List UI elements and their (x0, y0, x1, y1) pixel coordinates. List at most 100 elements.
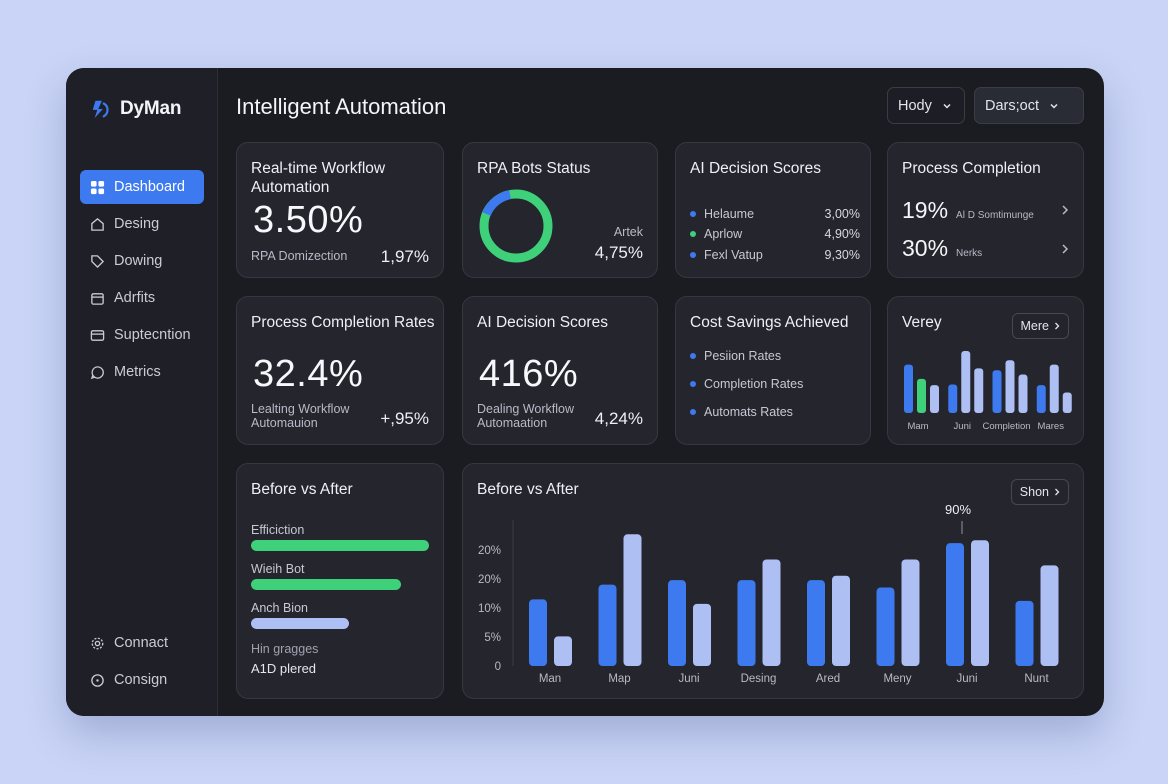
legend-dot (690, 211, 696, 217)
rpa-bots-card[interactable]: RPA Bots Status Artek 4,75% (462, 142, 658, 278)
hody-dropdown[interactable]: Hody (887, 87, 965, 124)
app-window: DyMan Dashboard Desing Dowing Adrfits Su… (66, 68, 1104, 716)
bar (974, 368, 984, 413)
logo-icon (92, 100, 109, 119)
process-rates-card[interactable]: Process Completion Rates 32.4% Lealting … (236, 296, 444, 445)
y-tick-label: 10% (478, 603, 501, 615)
chevron-right-icon (1055, 322, 1060, 330)
date-select-dropdown[interactable]: Dars;oct (974, 87, 1084, 124)
verey-card[interactable]: Verey Mere Mam Juni Completion Mares (887, 296, 1084, 445)
sidebar-item-metrics[interactable]: Metrics (80, 355, 204, 389)
bar (1036, 385, 1046, 413)
sidebar-item-consign[interactable]: Consign (80, 663, 204, 697)
rpa-side-value: 4,75% (594, 243, 643, 262)
progress-fill (251, 579, 401, 590)
dropdown-label: Hody (898, 97, 932, 114)
legend-value: 9,30% (824, 248, 860, 262)
bar (1005, 360, 1015, 413)
sidebar-item-dashboard[interactable]: Dashboard (80, 170, 204, 204)
note-text-strong: A1D plered (251, 661, 317, 676)
card-icon (90, 329, 105, 341)
verey-bar-chart: Mam Juni Completion Mares (904, 351, 1072, 432)
legend-row: Pesiion Rates (690, 349, 860, 363)
ai-scores-side-value: 4,24% (594, 409, 643, 428)
show-button[interactable]: Shon (1010, 479, 1069, 505)
bar (737, 580, 756, 666)
legend-dot (690, 231, 696, 237)
dropdown-label: Dars;oct (985, 97, 1039, 114)
bar (529, 599, 547, 666)
process-completion-card[interactable]: Process Completion 19% Al D Somtimunge 3… (887, 142, 1084, 278)
bar (904, 364, 913, 413)
peak-annotation: 90% (945, 504, 971, 517)
bar (832, 575, 850, 666)
grid-icon (90, 180, 105, 194)
legend-value: 4,90% (824, 227, 860, 241)
progress-label: Efficiction (251, 523, 305, 537)
button-label: Mere (1020, 319, 1049, 333)
sidebar-item-connact[interactable]: Connact (80, 626, 204, 660)
ai-scores-value: 416% (479, 353, 579, 395)
cost-savings-card[interactable]: Cost Savings Achieved Pesiion Rates Comp… (675, 296, 871, 445)
page-title: Intelligent Automation (236, 94, 447, 119)
workflow-value: 3.50% (253, 199, 364, 241)
completion-row[interactable]: 30% Nerks (902, 235, 982, 262)
legend-row: Completion Rates (690, 377, 860, 391)
sidebar-item-label: Suptecntion (114, 327, 191, 343)
legend-label: Fexl Vatup (704, 248, 763, 262)
progress-track (251, 579, 429, 590)
x-tick-label: Man (539, 673, 561, 685)
chevron-right-icon[interactable] (1061, 205, 1069, 215)
before-after-progress-card[interactable]: Before vs After Efficiction Wieih Bot An… (236, 463, 444, 699)
sidebar-item-desing[interactable]: Desing (80, 207, 204, 241)
sidebar-item-suptecntion[interactable]: Suptecntion (80, 318, 204, 352)
workflow-card[interactable]: Real-time Workflow Automation 3.50% RPA … (236, 142, 444, 278)
before-after-bar-chart: 0 5% 10% 20% 20% Man Map Juni Desing Ared Meny Juni… (478, 504, 1059, 685)
card-title: Process Completion (902, 160, 1041, 177)
calendar-icon (91, 292, 104, 305)
sidebar-item-dowing[interactable]: Dowing (80, 244, 204, 278)
x-tick-label: Juni (956, 673, 977, 685)
tag-icon (91, 254, 105, 268)
progress-fill (251, 540, 429, 551)
bar (693, 603, 711, 666)
sidebar-bottom-nav: Connact Consign (80, 626, 204, 700)
x-tick-label: Juni (954, 421, 971, 432)
workflow-sub: RPA Domizection (251, 249, 348, 263)
sidebar-item-label: Dashboard (114, 179, 185, 195)
card-title: Process Completion Rates (251, 314, 435, 331)
clock-icon (91, 673, 104, 687)
bar (971, 540, 989, 666)
bar (948, 384, 958, 413)
sidebar-item-adrfits[interactable]: Adrfits (80, 281, 204, 315)
progress-track (251, 618, 429, 629)
sidebar-item-label: Adrfits (114, 290, 156, 306)
completion-row[interactable]: 19% Al D Somtimunge (902, 197, 1034, 224)
card-title: AI Decision Scores (477, 314, 608, 331)
bar (1018, 374, 1028, 413)
y-tick-label: 20% (478, 545, 501, 557)
chevron-down-icon (943, 103, 951, 109)
bar (623, 534, 642, 666)
legend-row: Automats Rates (690, 405, 860, 419)
bar (930, 385, 939, 413)
brand[interactable]: DyMan (90, 98, 181, 120)
legend-label: Pesiion Rates (704, 349, 782, 363)
legend-row: Aprlow 4,90% (690, 227, 860, 241)
ai-scores-big-card[interactable]: AI Decision Scores 416% Dealing Workflow… (462, 296, 658, 445)
more-button[interactable]: Mere (1011, 313, 1069, 339)
chevron-right-icon[interactable] (1061, 244, 1069, 254)
y-tick-label: 0 (495, 661, 501, 673)
card-title: Cost Savings Achieved (690, 314, 849, 331)
bar (668, 580, 686, 666)
legend-row: Fexl Vatup 9,30% (690, 248, 860, 262)
ai-scores-sub: Dealing Workflow Automaation (477, 402, 575, 430)
note-text: Hin gragges (251, 642, 319, 656)
progress-label: Anch Bion (251, 601, 308, 615)
card-title: Verey (902, 314, 942, 331)
status-donut (479, 189, 553, 263)
before-after-chart-card[interactable]: Before vs After Shon 0 5% 10% 20% 20% Man Map J… (462, 463, 1084, 699)
ai-scores-card[interactable]: AI Decision Scores Helaume 3,00% Aprlow … (675, 142, 871, 278)
home-icon (91, 217, 104, 231)
process-rates-value: 32.4% (253, 353, 364, 395)
